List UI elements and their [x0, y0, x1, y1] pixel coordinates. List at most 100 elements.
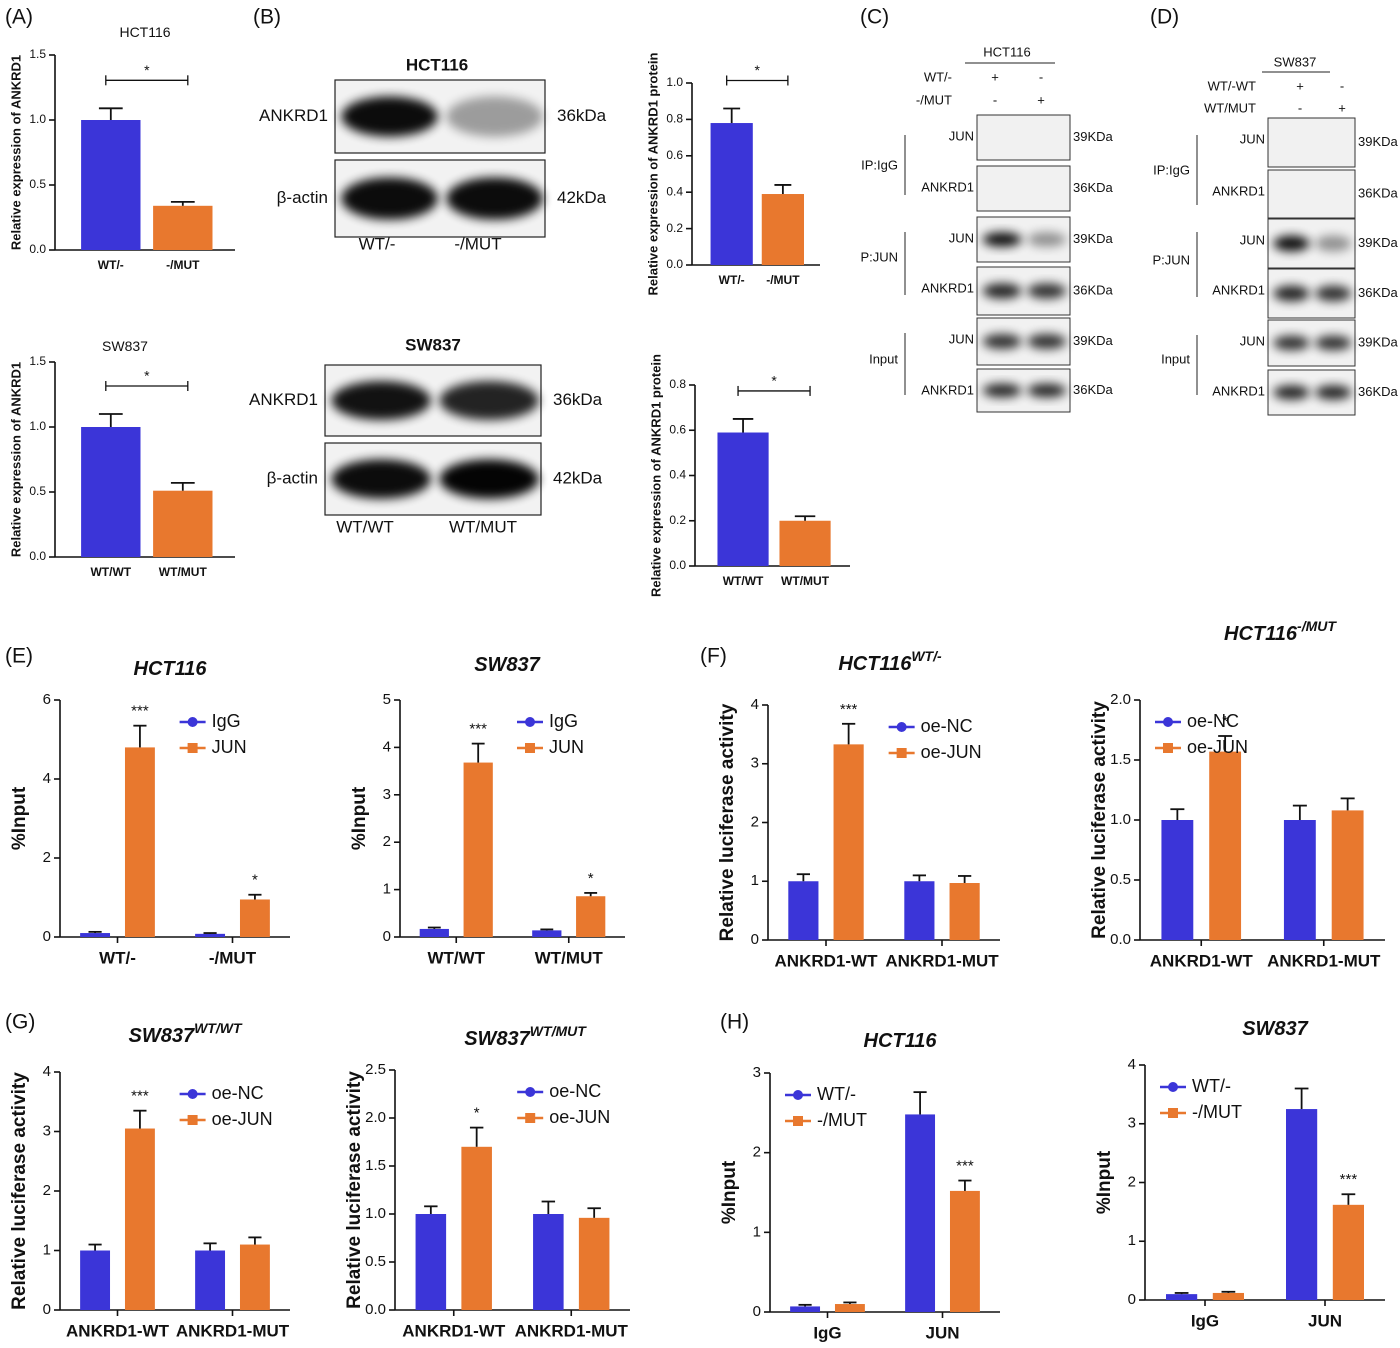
coip-mark: -	[1039, 69, 1043, 84]
y-tick-label: 6	[43, 691, 51, 708]
panel-letter: (G)	[5, 1011, 35, 1034]
y-tick-label: 1.0	[29, 112, 46, 126]
y-axis-label: Relative luciferase activity	[344, 1071, 365, 1309]
significance: ***	[1340, 1171, 1358, 1188]
y-tick-label: 0	[751, 931, 759, 948]
y-axis-label: %Input	[1094, 1150, 1115, 1214]
bar	[790, 1306, 821, 1312]
y-tick-label: 2	[753, 1144, 761, 1161]
legend-label: JUN	[212, 737, 247, 757]
y-tick-label: 3	[383, 786, 391, 803]
bar	[1286, 1109, 1318, 1300]
y-axis-label: %Input	[349, 786, 370, 850]
coip-row-label: ANKRD1	[921, 382, 974, 397]
x-tick-label: ANKRD1-WT	[775, 951, 879, 970]
bar	[834, 1304, 865, 1312]
legend-label: IgG	[212, 711, 241, 731]
x-tick-label: WT/MUT	[781, 574, 830, 588]
coip-size: 36KDa	[1358, 384, 1399, 399]
coip-group: IP:IgG	[1153, 162, 1190, 177]
legend-label: oe-JUN	[921, 742, 982, 762]
y-tick-label: 3	[753, 1064, 761, 1081]
legend-marker	[187, 717, 198, 727]
chart-title: HCT116-/MUT	[1224, 618, 1337, 646]
chart-title-main: SW837	[464, 1028, 530, 1050]
blot-band	[331, 380, 431, 421]
blot-band	[1027, 232, 1067, 247]
bar	[461, 1146, 492, 1310]
y-tick-label: 2	[43, 1182, 51, 1199]
chart-title-main: HCT116	[1224, 623, 1298, 645]
blot-band	[1273, 285, 1310, 302]
chart-title: SW837	[1242, 1018, 1308, 1040]
y-tick-label: 0.4	[666, 184, 683, 198]
y-tick-label: 0.0	[29, 549, 46, 563]
blot-size: 36kDa	[553, 390, 603, 409]
legend-marker	[1163, 743, 1173, 753]
bar	[80, 933, 111, 937]
coip-group: Input	[1161, 351, 1190, 366]
bar	[153, 205, 213, 250]
coip-frame	[976, 165, 1071, 212]
x-tick-label: ANKRD1-WT	[66, 1321, 170, 1340]
chart-title-sup: WT/WT	[194, 1020, 243, 1036]
x-tick-label: WT/WT	[90, 565, 131, 579]
y-tick-label: 0.8	[666, 112, 683, 126]
bar	[833, 744, 864, 940]
y-axis-label: Relative expression of ANKRD1	[8, 362, 23, 557]
panel-letter: (C)	[860, 6, 889, 29]
coip-mark: -	[993, 92, 997, 107]
y-tick-label: 0.5	[1110, 871, 1131, 888]
blot-size: 36kDa	[557, 106, 607, 125]
y-tick-label: 3	[43, 1122, 51, 1139]
coip-row-label: ANKRD1	[1212, 282, 1265, 297]
legend-marker	[525, 717, 535, 727]
x-tick-label: ANKRD1-MUT	[885, 951, 999, 970]
y-tick-label: 1.0	[666, 75, 683, 89]
y-tick-label: 1	[1128, 1232, 1136, 1249]
x-tick-label: WT/MUT	[535, 948, 604, 967]
significance: *	[144, 62, 150, 78]
bar	[949, 883, 980, 940]
chart-title: SW837	[474, 654, 540, 676]
y-tick-label: 0	[1128, 1291, 1136, 1308]
chart-title-sup: WT/-	[911, 648, 942, 664]
blot-band	[1273, 335, 1310, 351]
x-tick-label: WT/-	[98, 258, 124, 272]
coip-size: 39KDa	[1358, 334, 1399, 349]
y-tick-label: 0.0	[666, 257, 683, 271]
y-axis-label: Relative luciferase activity	[1089, 701, 1110, 939]
coip-mark: +	[1338, 100, 1346, 115]
blot-band	[1314, 385, 1352, 400]
significance: *	[474, 1105, 480, 1122]
legend-marker	[525, 1113, 536, 1123]
coip-row-label: ANKRD1	[1212, 183, 1265, 198]
coip-row-label: JUN	[1240, 333, 1265, 348]
coip-group: IP:IgG	[861, 157, 898, 172]
coip-condition: -/MUT	[916, 92, 952, 107]
legend-marker	[1168, 1082, 1178, 1092]
bar	[788, 881, 819, 940]
blot-size: 42kDa	[553, 468, 603, 487]
legend-label: oe-JUN	[549, 1107, 610, 1127]
chart-title: HCT116	[864, 1030, 938, 1052]
coip-group: Input	[869, 351, 898, 366]
y-tick-label: 4	[751, 696, 759, 713]
y-axis-label: Relative expression of ANKRD1 protein	[645, 52, 660, 295]
bar	[1209, 751, 1242, 940]
bar	[949, 1190, 980, 1312]
y-tick-label: 1.0	[365, 1205, 386, 1222]
coip-condition: WT/-	[924, 69, 952, 84]
chart-title: SW837	[102, 338, 148, 354]
bar	[578, 1217, 610, 1310]
coip-mark: +	[1296, 78, 1304, 93]
blot-row-label: ANKRD1	[249, 390, 318, 409]
legend-label: JUN	[549, 737, 584, 757]
blot-band	[341, 96, 438, 137]
blot-lane: WT/WT	[336, 517, 394, 536]
significance: ***	[840, 701, 858, 718]
blot-band	[982, 232, 1022, 247]
bar	[1166, 1294, 1198, 1300]
blot-band	[1273, 235, 1310, 252]
x-tick-label: JUN	[925, 1323, 959, 1342]
